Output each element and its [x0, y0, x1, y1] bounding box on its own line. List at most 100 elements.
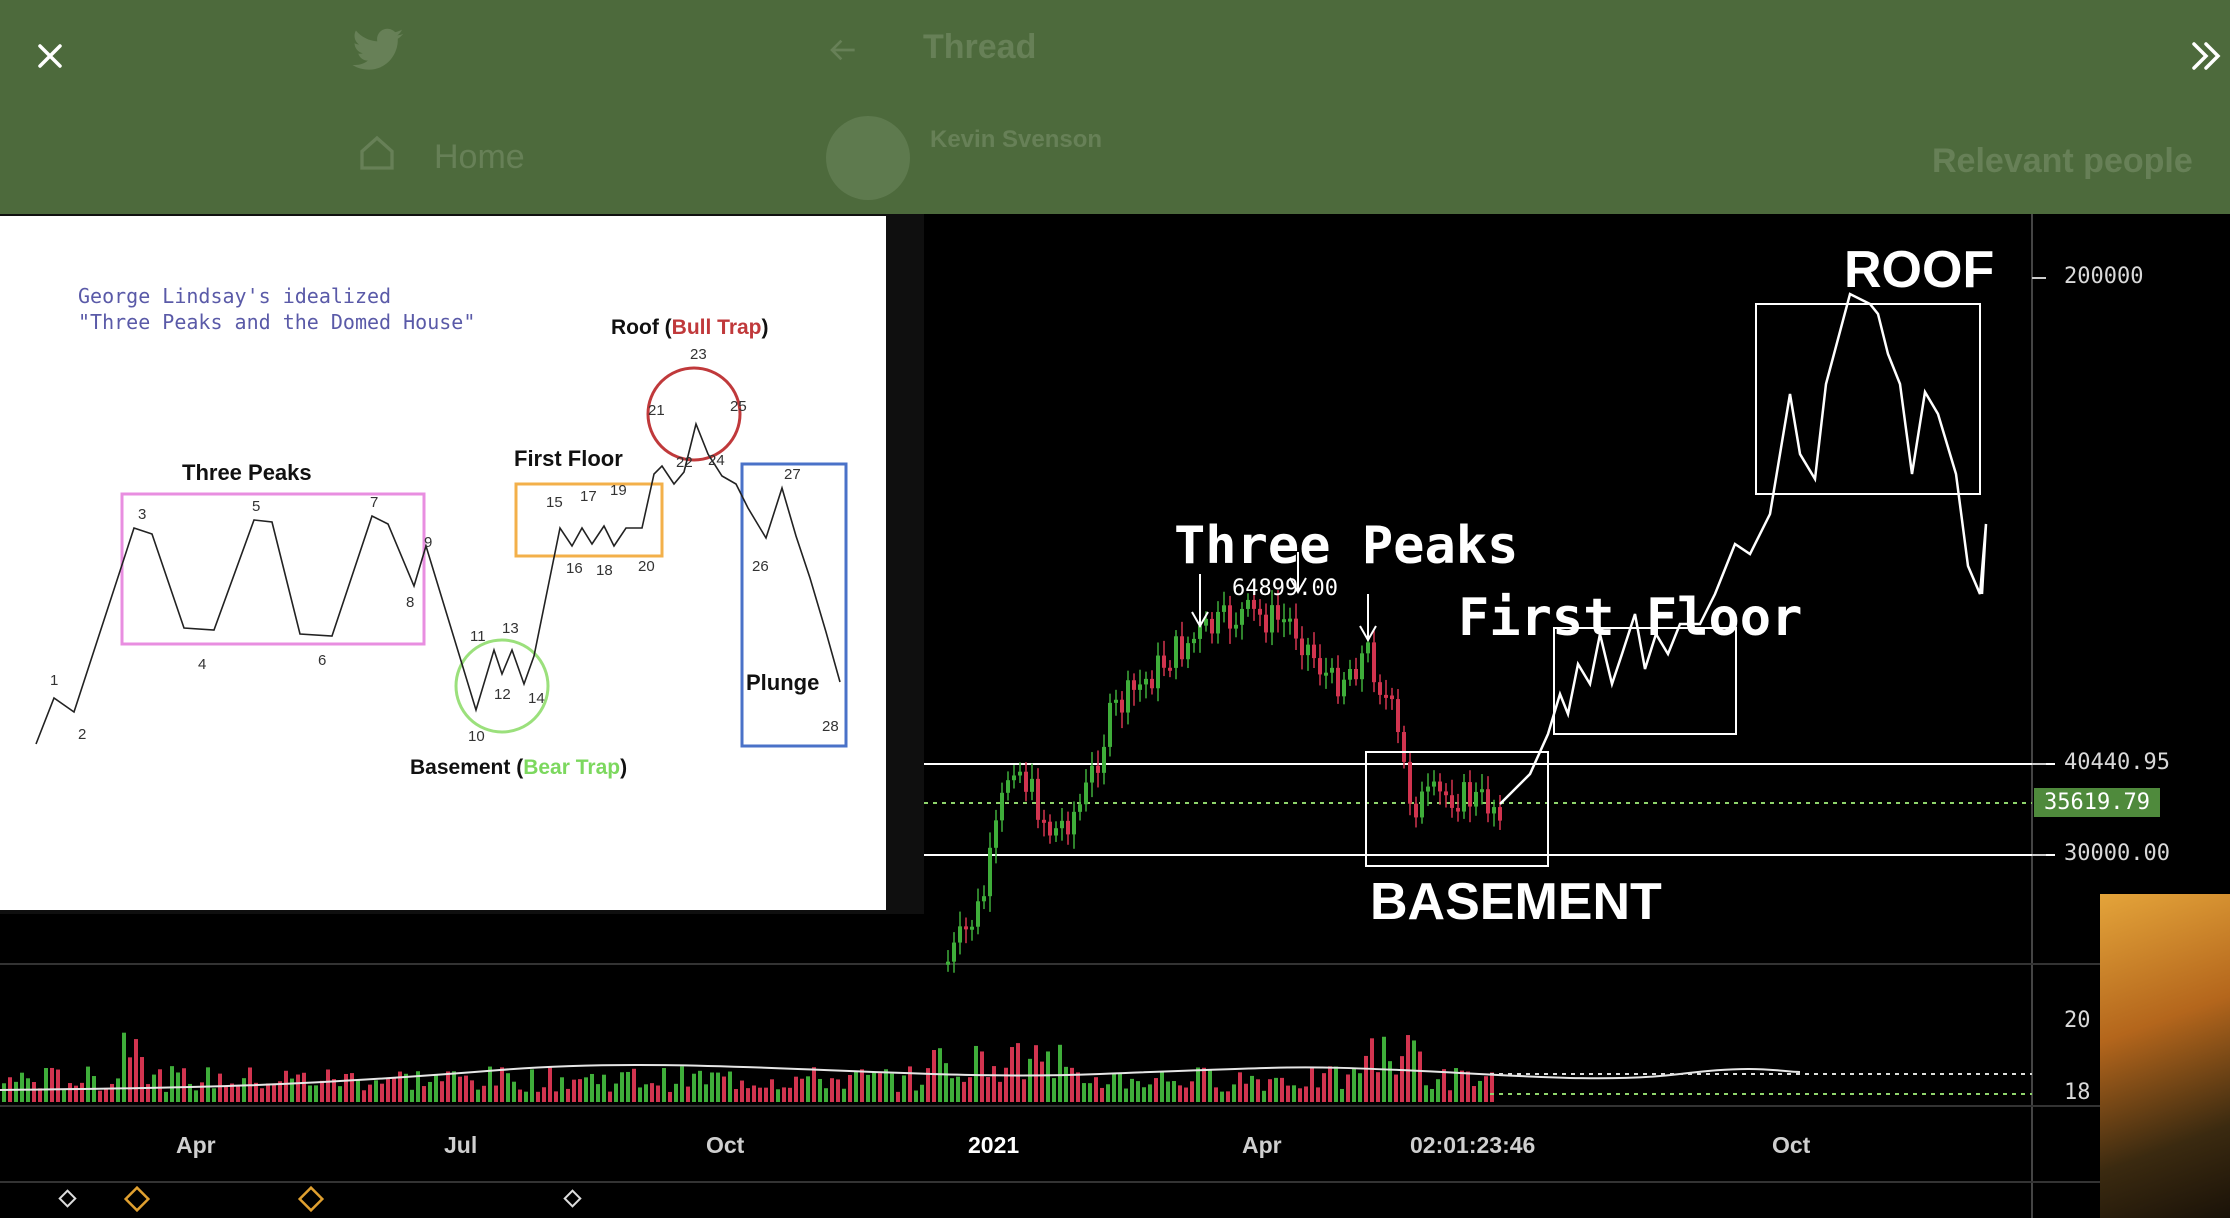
- candle-body: [1492, 807, 1496, 814]
- candle-body: [1198, 625, 1202, 639]
- volume-bar: [1328, 1066, 1332, 1102]
- volume-bar: [1358, 1073, 1362, 1102]
- point-17: 17: [580, 488, 597, 505]
- volume-bar: [1394, 1074, 1398, 1102]
- volume-bar: [716, 1072, 720, 1102]
- volume-bar: [338, 1086, 342, 1102]
- candle-body: [1024, 771, 1028, 792]
- candle-body: [1078, 804, 1082, 812]
- candle-body: [1468, 782, 1472, 807]
- volume-bar: [170, 1066, 174, 1102]
- volume-bar: [986, 1077, 990, 1102]
- candle-body: [1048, 821, 1052, 836]
- volume-bar: [1190, 1081, 1194, 1102]
- volume-bar: [302, 1072, 306, 1102]
- volume-bar: [326, 1069, 330, 1102]
- volume-bar: [1262, 1090, 1266, 1102]
- event-markers: [58, 1185, 582, 1213]
- volume-bar: [1214, 1087, 1218, 1102]
- volume-bar: [914, 1090, 918, 1102]
- volume-bar: [560, 1077, 564, 1102]
- volume-bar: [332, 1079, 336, 1102]
- candle-body: [1234, 624, 1238, 629]
- author-name: Kevin Svenson: [930, 126, 1103, 153]
- volume-bar: [1064, 1066, 1068, 1102]
- annotation-roof: ROOF: [1844, 241, 1995, 299]
- volume-bar: [746, 1088, 750, 1102]
- volume-bar: [1250, 1075, 1254, 1102]
- roof-box: [1755, 303, 1981, 495]
- volume-bar: [272, 1083, 276, 1102]
- candle-body: [1174, 636, 1178, 668]
- volume-bar: [500, 1067, 504, 1102]
- candle-body: [1000, 792, 1004, 821]
- volume-bar: [698, 1070, 702, 1102]
- volume-bar: [1454, 1068, 1458, 1102]
- candle-body: [1306, 644, 1310, 656]
- volume-bar: [866, 1074, 870, 1102]
- volume-bar: [968, 1077, 972, 1102]
- volume-bar: [1238, 1072, 1242, 1102]
- volume-bar: [1022, 1079, 1026, 1102]
- volume-bar: [182, 1068, 186, 1102]
- volume-bar: [992, 1066, 996, 1102]
- volume-bar: [158, 1069, 162, 1102]
- volume-bar: [38, 1088, 42, 1102]
- price-label-40440: 40440.95: [2064, 750, 2170, 775]
- volume-label-18: 18: [2064, 1080, 2091, 1105]
- candle-body: [1360, 653, 1364, 680]
- candle-body: [946, 961, 950, 965]
- double-chevron-right-icon: [2192, 42, 2221, 70]
- roof-label-close: ): [761, 316, 769, 339]
- volume-bar: [518, 1089, 522, 1102]
- volume-bar: [908, 1066, 912, 1102]
- twitter-logo-icon: [352, 28, 404, 70]
- volume-bar: [1196, 1067, 1200, 1102]
- point-11: 11: [470, 628, 486, 645]
- volume-bar: [380, 1083, 384, 1102]
- volume-bar: [470, 1080, 474, 1102]
- volume-bar: [794, 1076, 798, 1102]
- point-5: 5: [252, 498, 261, 515]
- volume-bar: [638, 1087, 642, 1102]
- volume-bar: [362, 1090, 366, 1102]
- back-arrow-icon: [830, 39, 855, 61]
- volume-bar: [2, 1083, 6, 1102]
- volume-bar: [200, 1082, 204, 1102]
- candle-body: [1288, 618, 1292, 622]
- volume-bar: [242, 1078, 246, 1102]
- volume-bar: [206, 1067, 210, 1102]
- candle-body: [1090, 765, 1094, 783]
- plunge-label: Plunge: [746, 670, 820, 695]
- candle-body: [1006, 780, 1010, 793]
- volume-bar: [212, 1088, 216, 1102]
- volume-bar: [530, 1069, 534, 1102]
- volume-bar: [782, 1087, 786, 1102]
- volume-bar: [824, 1088, 828, 1102]
- candle-body: [1030, 778, 1034, 792]
- candle-body: [1300, 638, 1304, 656]
- volume-bar: [458, 1076, 462, 1102]
- volume-bar: [254, 1082, 258, 1102]
- volume-bar: [1226, 1091, 1230, 1102]
- candle-body: [1180, 636, 1184, 660]
- volume-bar: [524, 1091, 528, 1102]
- expand-button[interactable]: [2186, 36, 2226, 76]
- candle-body: [1084, 782, 1088, 805]
- volume-bar: [842, 1088, 846, 1102]
- volume-bar: [1112, 1073, 1116, 1102]
- point-26: 26: [752, 558, 769, 575]
- volume-bar: [1082, 1083, 1086, 1102]
- volume-bar: [230, 1083, 234, 1102]
- volume-bar: [1364, 1055, 1368, 1102]
- volume-bar: [578, 1079, 582, 1102]
- candle-body: [1444, 791, 1448, 796]
- candle-body: [1312, 644, 1316, 659]
- volume-bar: [512, 1081, 516, 1102]
- volume-bar: [1298, 1088, 1302, 1102]
- close-button[interactable]: [30, 36, 70, 76]
- volume-bar: [656, 1085, 660, 1102]
- volume-bar: [416, 1071, 420, 1102]
- candle-body: [1108, 702, 1112, 747]
- candle-body: [1252, 599, 1256, 609]
